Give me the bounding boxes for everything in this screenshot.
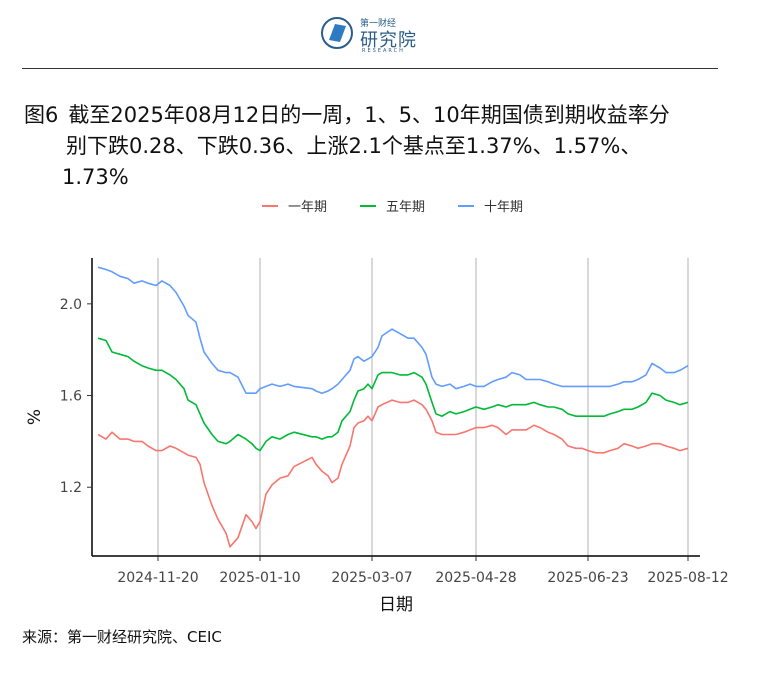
series-line [97,399,689,548]
logo-main-text: 研究院 [360,30,417,51]
x-tick-label: 2024-11-20 [117,570,198,586]
logo-mark-icon [321,17,353,49]
legend-label: 五年期 [386,200,425,215]
figure-title: 图6 截至2025年08月12日的一周，1、5、10年期国债到期收益率分 别下跌0… [24,100,734,193]
title-line-2: 别下跌0.28、下跌0.36、上涨2.1个基点至1.37%、1.57%、 [66,134,642,158]
legend-label: 一年期 [288,200,327,215]
logo-sub-text: RESEARCH [362,48,405,54]
y-axis-label: % [25,409,45,425]
legend-label: 十年期 [484,200,523,215]
figure-number: 图6 [24,103,59,127]
x-tick-label: 2025-03-07 [331,570,412,586]
series-line [97,266,689,394]
series-line [97,337,689,452]
x-tick-label: 2025-01-10 [219,570,300,586]
title-line-1: 截至2025年08月12日的一周，1、5、10年期国债到期收益率分 [68,103,670,127]
y-tick-label: 2.0 [60,297,82,313]
source-note: 来源：第一财经研究院、CEIC [22,628,222,646]
logo-small-text: 第一财经 [360,19,397,29]
y-tick-label: 1.6 [60,389,82,405]
title-line-3: 1.73% [62,165,129,189]
x-axis-label: 日期 [379,595,413,615]
research-logo: 第一财经 研究院 RESEARCH [320,12,430,56]
x-tick-label: 2025-04-28 [435,570,516,586]
header-divider [22,68,718,69]
y-tick-label: 1.2 [60,480,82,496]
x-tick-label: 2025-06-23 [547,570,628,586]
x-tick-label: 2025-08-12 [647,570,728,586]
